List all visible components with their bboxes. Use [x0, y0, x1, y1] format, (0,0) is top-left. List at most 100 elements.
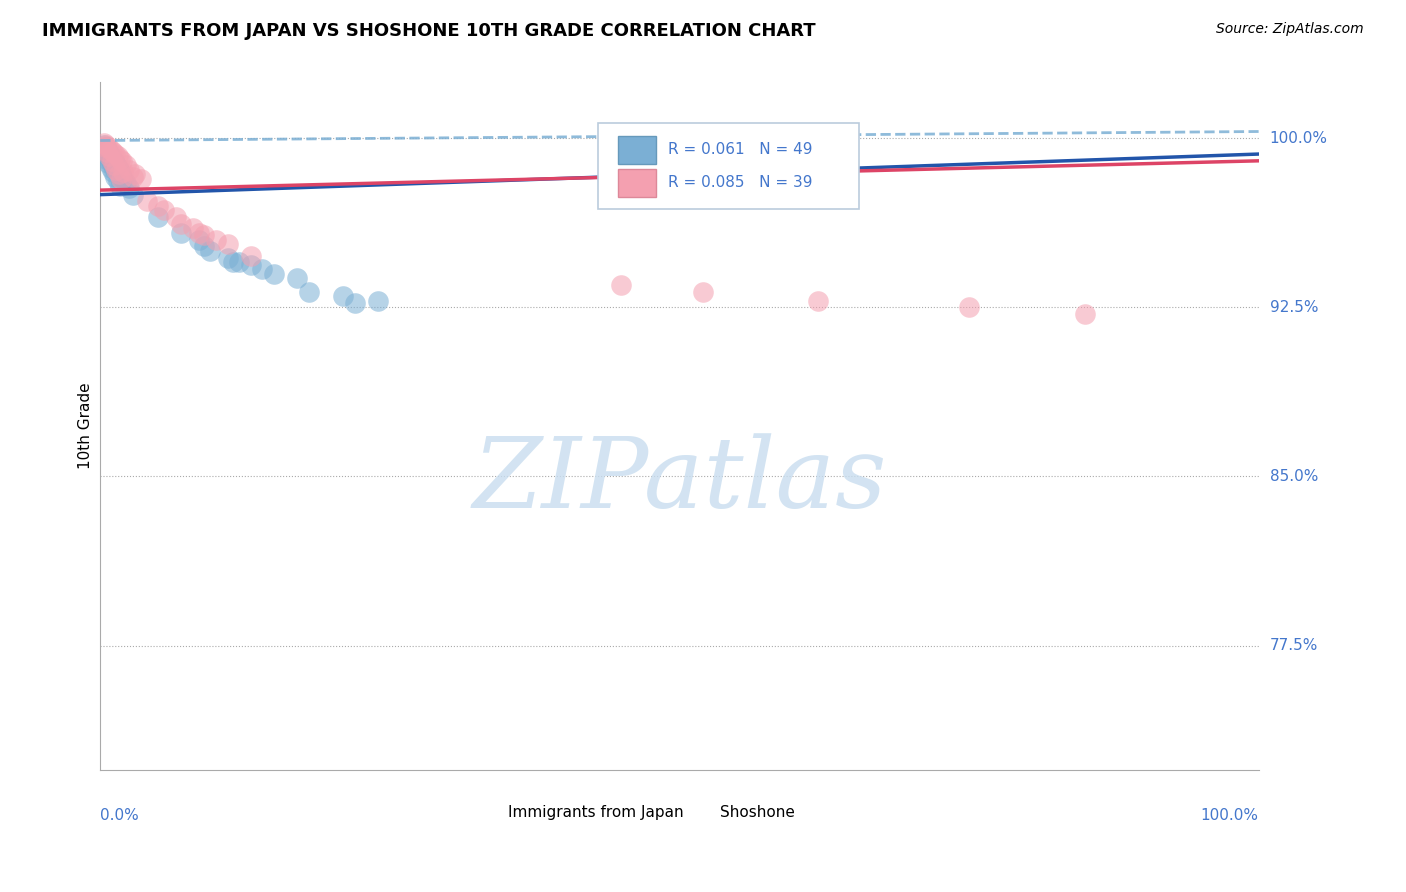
Point [112, 165, 135, 179]
Point [332, 289, 354, 303]
Point [121, 187, 143, 202]
Point [101, 165, 124, 179]
Text: R = 0.061   N = 49: R = 0.061 N = 49 [668, 143, 813, 158]
Point [118, 181, 141, 195]
Text: 100.0%: 100.0% [1270, 131, 1327, 145]
Point [222, 255, 245, 269]
Point [93, 147, 115, 161]
Point [807, 293, 830, 308]
Text: 100.0%: 100.0% [1201, 808, 1258, 823]
Point [111, 153, 134, 168]
Point [94, 138, 117, 153]
FancyBboxPatch shape [679, 804, 711, 822]
Point [200, 244, 222, 258]
Point [181, 221, 204, 235]
Point [101, 152, 124, 166]
Point [187, 226, 209, 240]
Point [170, 226, 193, 240]
Point [129, 172, 152, 186]
Point [114, 177, 136, 191]
Text: R = 0.085   N = 39: R = 0.085 N = 39 [668, 176, 813, 191]
Point [103, 161, 125, 175]
Point [121, 169, 143, 184]
Point [100, 143, 122, 157]
Y-axis label: 10th Grade: 10th Grade [79, 383, 93, 469]
Text: Source: ZipAtlas.com: Source: ZipAtlas.com [1216, 22, 1364, 37]
FancyBboxPatch shape [619, 169, 657, 197]
Text: ZIPatlas: ZIPatlas [472, 434, 887, 528]
Point [153, 203, 176, 218]
Point [96, 147, 118, 161]
Point [103, 158, 125, 172]
Point [96, 143, 118, 157]
Point [239, 258, 262, 272]
Point [107, 167, 129, 181]
Point [111, 169, 134, 184]
Point [97, 145, 120, 159]
Point [101, 145, 124, 159]
Point [193, 239, 215, 253]
Point [103, 153, 125, 168]
Point [107, 162, 129, 177]
Text: Immigrants from Japan: Immigrants from Japan [508, 805, 683, 821]
Point [118, 162, 141, 177]
Point [100, 149, 122, 163]
Point [98, 149, 121, 163]
Point [610, 277, 633, 292]
Point [228, 255, 250, 269]
Point [105, 162, 128, 177]
Point [124, 167, 146, 181]
Point [263, 267, 285, 281]
Point [94, 140, 117, 154]
Point [105, 158, 128, 172]
Point [114, 158, 136, 172]
Point [110, 167, 132, 181]
Point [108, 152, 131, 166]
Point [135, 194, 157, 209]
Text: 85.0%: 85.0% [1270, 469, 1317, 484]
Text: 0.0%: 0.0% [100, 808, 139, 823]
Point [104, 156, 127, 170]
Point [146, 210, 169, 224]
Point [107, 174, 129, 188]
Point [104, 147, 127, 161]
Point [97, 156, 120, 170]
Point [957, 301, 980, 315]
FancyBboxPatch shape [465, 804, 498, 822]
Point [1074, 307, 1097, 321]
Point [108, 178, 131, 193]
Point [298, 285, 321, 299]
Point [101, 153, 124, 168]
Point [205, 233, 228, 247]
Point [107, 149, 129, 163]
Point [104, 169, 127, 184]
Text: Shoshone: Shoshone [720, 805, 794, 821]
Text: IMMIGRANTS FROM JAPAN VS SHOSHONE 10TH GRADE CORRELATION CHART: IMMIGRANTS FROM JAPAN VS SHOSHONE 10TH G… [42, 22, 815, 40]
Point [165, 210, 187, 224]
Point [107, 161, 129, 175]
Point [98, 152, 121, 166]
FancyBboxPatch shape [619, 136, 657, 164]
Point [94, 143, 117, 157]
Point [367, 293, 389, 308]
Point [100, 161, 122, 175]
Point [110, 172, 132, 186]
Point [146, 199, 169, 213]
Point [112, 172, 135, 186]
Text: 77.5%: 77.5% [1270, 638, 1317, 653]
Point [108, 165, 131, 179]
Point [692, 285, 714, 299]
Point [217, 251, 239, 265]
Point [96, 145, 118, 159]
Point [93, 138, 115, 153]
Point [101, 156, 124, 170]
Point [94, 152, 117, 166]
Point [187, 233, 209, 247]
Point [285, 271, 308, 285]
Point [97, 140, 120, 154]
Point [239, 248, 262, 262]
Point [98, 147, 121, 161]
Point [94, 140, 117, 154]
Point [101, 153, 124, 168]
Point [93, 136, 115, 150]
